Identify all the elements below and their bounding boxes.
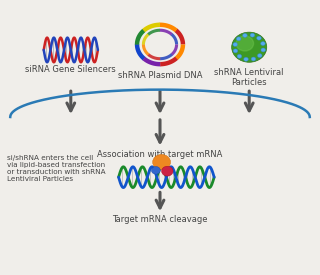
Circle shape [243, 34, 247, 37]
Text: Target mRNA cleavage: Target mRNA cleavage [112, 216, 208, 224]
Circle shape [151, 166, 160, 174]
Circle shape [261, 48, 266, 52]
Text: siRNA Gene Silencers: siRNA Gene Silencers [25, 65, 116, 74]
Circle shape [153, 155, 171, 170]
Circle shape [250, 33, 255, 37]
Circle shape [237, 54, 242, 58]
Circle shape [236, 37, 241, 41]
Circle shape [258, 54, 262, 57]
Circle shape [236, 36, 253, 51]
Text: shRNA Plasmid DNA: shRNA Plasmid DNA [118, 71, 202, 80]
Text: si/shRNA enters the cell
via lipid-based transfection
or transduction with shRNA: si/shRNA enters the cell via lipid-based… [7, 155, 106, 182]
Circle shape [251, 57, 256, 61]
Circle shape [257, 36, 261, 40]
Circle shape [162, 166, 173, 176]
Circle shape [233, 43, 237, 46]
Text: Association with target mRNA: Association with target mRNA [97, 150, 223, 159]
Circle shape [261, 42, 265, 46]
Text: shRNA Lentiviral
Particles: shRNA Lentiviral Particles [214, 68, 284, 87]
Circle shape [233, 49, 238, 53]
Circle shape [232, 32, 267, 62]
Circle shape [244, 57, 248, 61]
